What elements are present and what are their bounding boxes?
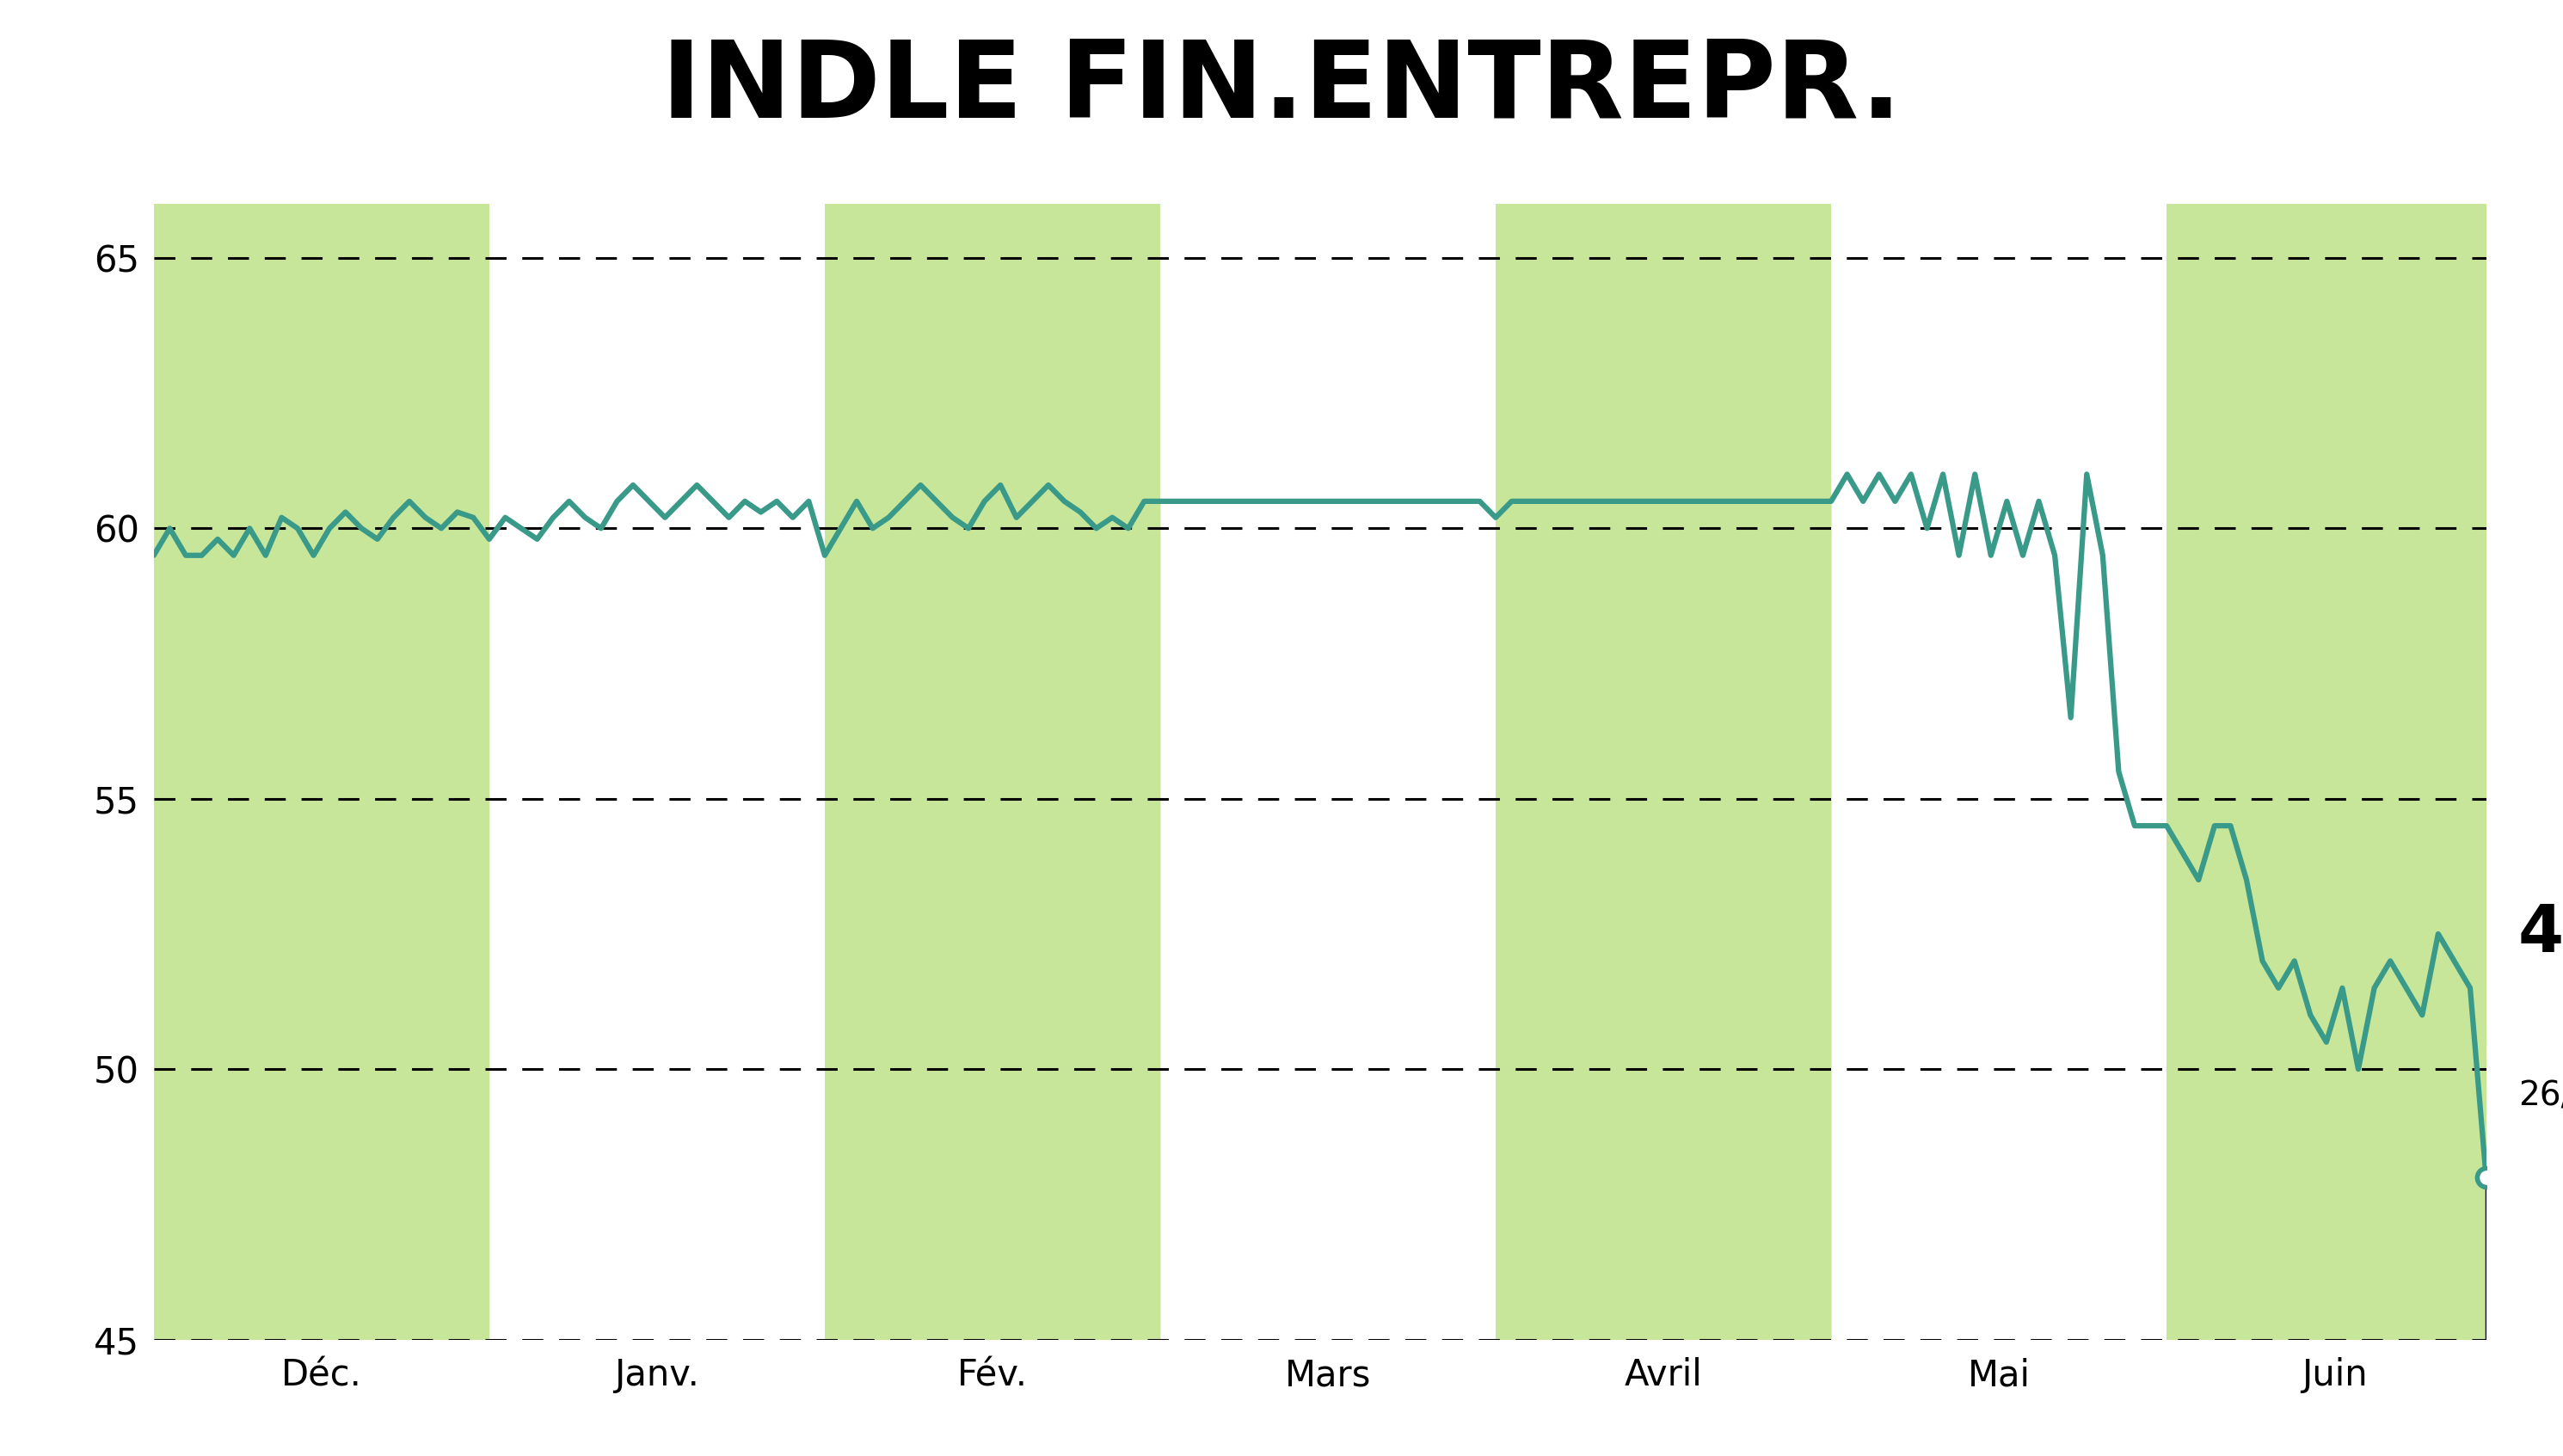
Bar [1497, 204, 1830, 1340]
Bar [2166, 204, 2486, 1340]
Bar [825, 204, 1161, 1340]
Text: 48: 48 [2517, 903, 2563, 965]
Bar [154, 204, 490, 1340]
Text: INDLE FIN.ENTREPR.: INDLE FIN.ENTREPR. [661, 35, 1902, 140]
Text: 26/06: 26/06 [2517, 1080, 2563, 1112]
